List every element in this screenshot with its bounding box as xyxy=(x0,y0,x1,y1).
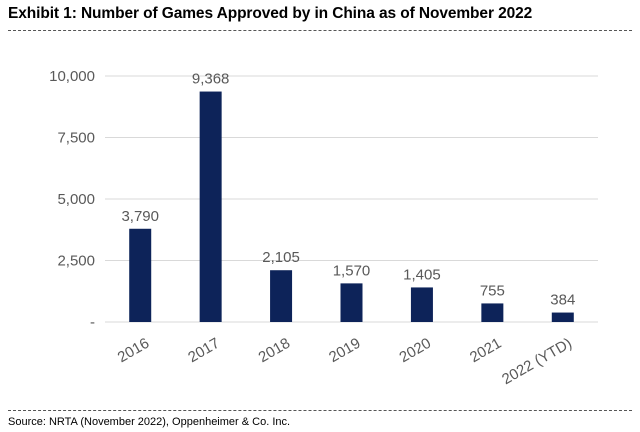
y-tick-label: 7,500 xyxy=(57,130,95,147)
bar xyxy=(199,91,222,322)
data-label: 3,790 xyxy=(121,208,159,225)
bar xyxy=(270,270,293,322)
source-note: Source: NRTA (November 2022), Oppenheime… xyxy=(8,416,291,428)
y-tick-label: 5,000 xyxy=(57,191,95,208)
data-label: 1,405 xyxy=(403,266,441,283)
bar xyxy=(410,287,433,322)
x-tick-label: 2020 xyxy=(397,335,434,366)
x-tick-label: 2018 xyxy=(256,335,293,366)
bar xyxy=(340,283,363,322)
data-label: 1,570 xyxy=(333,262,371,279)
data-label: 9,368 xyxy=(192,71,230,88)
y-tick-label: 2,500 xyxy=(57,253,95,270)
bar xyxy=(481,303,504,322)
bar xyxy=(551,312,574,322)
bar-chart: - 2,500 5,000 7,500 10,000 3,790 2016 9,368 2017… xyxy=(49,68,598,388)
data-label: 2,105 xyxy=(262,249,300,266)
bar xyxy=(129,228,152,322)
y-tick-label: - xyxy=(90,314,95,331)
bottom-divider xyxy=(8,410,632,411)
x-tick-label: 2016 xyxy=(115,335,152,366)
x-tick-label: 2022 (YTD) xyxy=(499,335,575,388)
data-label: 384 xyxy=(550,292,575,309)
exhibit-title: Exhibit 1: Number of Games Approved by i… xyxy=(8,5,533,22)
x-tick-label: 2017 xyxy=(185,335,222,366)
top-divider xyxy=(8,30,632,31)
y-tick-label: 10,000 xyxy=(49,68,95,85)
x-tick-label: 2019 xyxy=(326,335,363,366)
x-tick-label: 2021 xyxy=(467,335,504,366)
data-label: 755 xyxy=(480,282,505,299)
